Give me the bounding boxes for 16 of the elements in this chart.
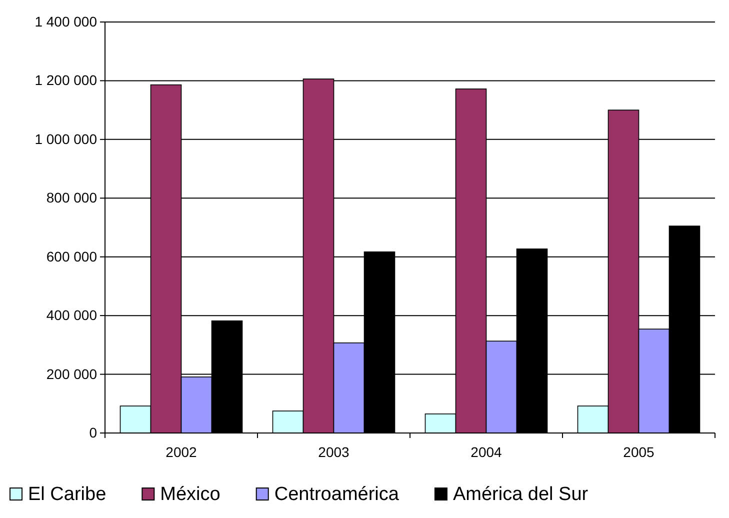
legend-label: América del Sur — [452, 484, 589, 505]
legend-label: México — [160, 484, 220, 505]
legend-label: El Caribe — [28, 484, 106, 505]
y-tick-label: 1 200 000 — [34, 72, 98, 88]
x-tick-label: 2005 — [623, 444, 655, 460]
y-tick-label: 1 400 000 — [34, 13, 98, 30]
y-tick-label: 600 000 — [46, 248, 98, 264]
legend-label: Centroamérica — [274, 484, 400, 505]
y-tick-label: 400 000 — [46, 307, 98, 324]
x-tick-label: 2004 — [470, 444, 502, 460]
y-tick-label: 200 000 — [46, 366, 98, 382]
y-tick-label: 0 — [89, 424, 98, 440]
x-tick-label: 2002 — [166, 444, 198, 460]
y-tick-label: 800 000 — [46, 190, 98, 206]
y-tick-label: 1 000 000 — [34, 130, 98, 147]
x-tick-label: 2003 — [318, 444, 350, 460]
